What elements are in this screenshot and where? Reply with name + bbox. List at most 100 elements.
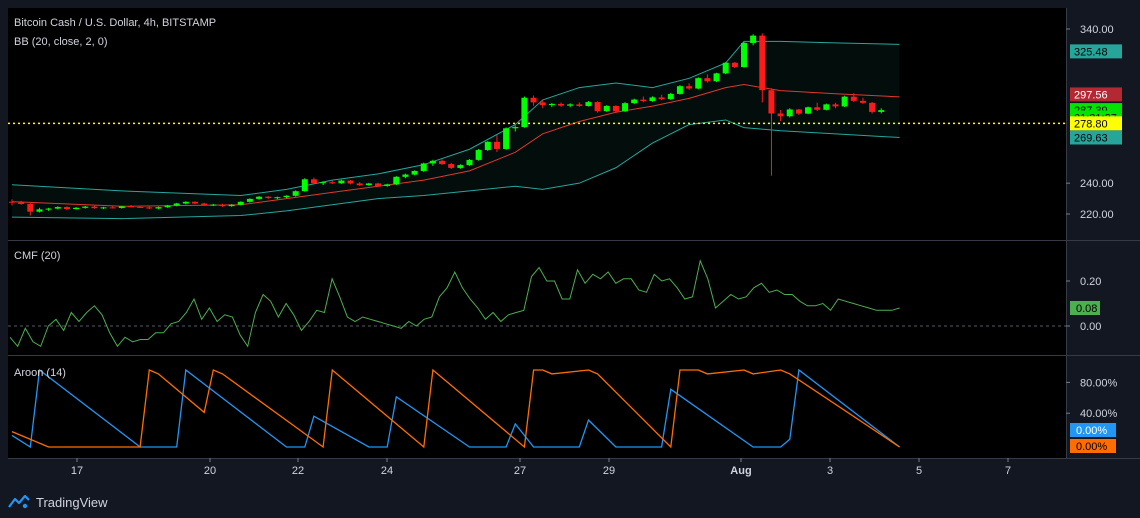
candle-body	[265, 196, 272, 198]
candle	[475, 148, 482, 161]
candle	[612, 105, 619, 113]
candle	[603, 105, 610, 112]
candle-body	[73, 207, 80, 210]
price-tag: 278.80	[1070, 116, 1122, 131]
bollinger-bands	[11, 40, 900, 220]
candle	[100, 206, 107, 210]
candle	[558, 102, 564, 107]
aroon-tag-bg	[1070, 423, 1116, 437]
candle-body	[832, 104, 839, 107]
aroon-down-line	[11, 368, 900, 449]
candle-body	[109, 207, 116, 209]
tradingview-branding[interactable]: TradingView	[8, 492, 108, 512]
candle-body	[210, 204, 217, 206]
candle	[429, 159, 436, 166]
candle-body	[493, 141, 500, 149]
cmf-pane[interactable]: CMF (20)	[8, 241, 1066, 355]
candle-body	[91, 206, 98, 209]
candle	[36, 207, 43, 213]
time-axis[interactable]: 17 20 22 24 27 29 Aug 3 5 7	[71, 458, 1011, 477]
time-axis-tick-label: 7	[1005, 465, 1011, 477]
candle-body	[869, 102, 876, 112]
candle-body	[814, 107, 821, 110]
candle	[649, 96, 656, 102]
cmf-tag-label: 0.08	[1076, 303, 1097, 315]
main-title: Bitcoin Cash / U.S. Dollar, 4h, BITSTAMP	[14, 17, 216, 29]
candle-body	[777, 113, 784, 117]
candle-body	[576, 104, 583, 106]
price-pane[interactable]: Bitcoin Cash / U.S. Dollar, 4h, BITSTAMP…	[8, 8, 1066, 240]
aroon-pane-bg	[8, 356, 1066, 458]
candle-body	[173, 203, 180, 206]
candle	[411, 170, 418, 176]
aroon-axis-tick-label: 40.00%	[1080, 408, 1118, 420]
bb-upper-line	[11, 40, 900, 197]
time-axis-tick-label: Aug	[730, 465, 751, 477]
candle	[164, 204, 171, 208]
candle-body	[9, 201, 15, 203]
aroon-value-tag: 0.00%	[1070, 439, 1116, 453]
candle-body	[823, 104, 830, 110]
candle-body	[722, 62, 729, 74]
candle-body	[731, 62, 738, 68]
cmf-pane-bg	[8, 241, 1066, 355]
candle	[9, 199, 15, 206]
candle	[210, 203, 217, 207]
candle	[420, 162, 427, 172]
candle-body	[228, 204, 235, 207]
time-axis-tick-label: 20	[204, 465, 216, 477]
candle-body	[127, 206, 134, 208]
aroon-tag-label: 0.00%	[1076, 425, 1107, 437]
candle	[841, 95, 848, 108]
candle	[777, 110, 784, 122]
aroon-tag-bg	[1070, 439, 1116, 453]
candle	[246, 198, 253, 203]
candle	[695, 77, 702, 90]
cmf-axis[interactable]: 0.20 0.00 0.08	[1066, 276, 1101, 333]
candle	[805, 106, 812, 115]
candle-body	[640, 99, 647, 101]
aroon-tag-label: 0.00%	[1076, 441, 1107, 453]
aroon-pane[interactable]: Aroon (14)	[8, 356, 1066, 458]
candle-body	[466, 159, 473, 166]
candle	[201, 202, 208, 206]
price-tag: 297.56	[1070, 87, 1122, 102]
candle	[301, 178, 308, 192]
candle-body	[192, 201, 198, 204]
candle	[402, 173, 409, 179]
price-axis-tick-label: 220.00	[1080, 209, 1114, 221]
candle	[274, 196, 281, 200]
candle	[173, 202, 180, 207]
candle	[228, 204, 235, 207]
tradingview-logo-icon	[8, 495, 30, 509]
candle-body	[512, 127, 519, 129]
candle-body	[750, 35, 757, 44]
candle-body	[558, 103, 564, 106]
candle	[27, 203, 34, 216]
candle	[521, 96, 528, 128]
time-axis-tick-label: 29	[603, 465, 615, 477]
candle-body	[841, 96, 848, 107]
candle	[512, 125, 519, 132]
time-axis-tick-label: 3	[827, 465, 833, 477]
aroon-value-tag: 0.00%	[1070, 423, 1116, 437]
candlesticks	[9, 33, 885, 216]
price-tag-label: 269.63	[1074, 132, 1108, 144]
candle-body	[686, 86, 693, 89]
price-tag-bg	[1070, 130, 1122, 145]
candle-body	[365, 183, 372, 186]
candle	[823, 103, 830, 111]
price-tag: 269.63	[1070, 130, 1122, 145]
candle	[759, 33, 766, 103]
candle	[63, 206, 70, 211]
candle-body	[320, 182, 327, 184]
bb-lower-line	[11, 119, 900, 220]
candle-body	[201, 203, 208, 205]
cmf-tag-bg	[1070, 301, 1100, 315]
candle	[594, 101, 601, 113]
candle	[310, 177, 317, 185]
price-axis[interactable]: 340.00240.00220.00325.48297.56287.3901:2…	[1066, 24, 1122, 221]
candle	[182, 201, 189, 205]
aroon-axis[interactable]: 80.00% 40.00% 0.00% 0.00%	[1066, 377, 1118, 453]
